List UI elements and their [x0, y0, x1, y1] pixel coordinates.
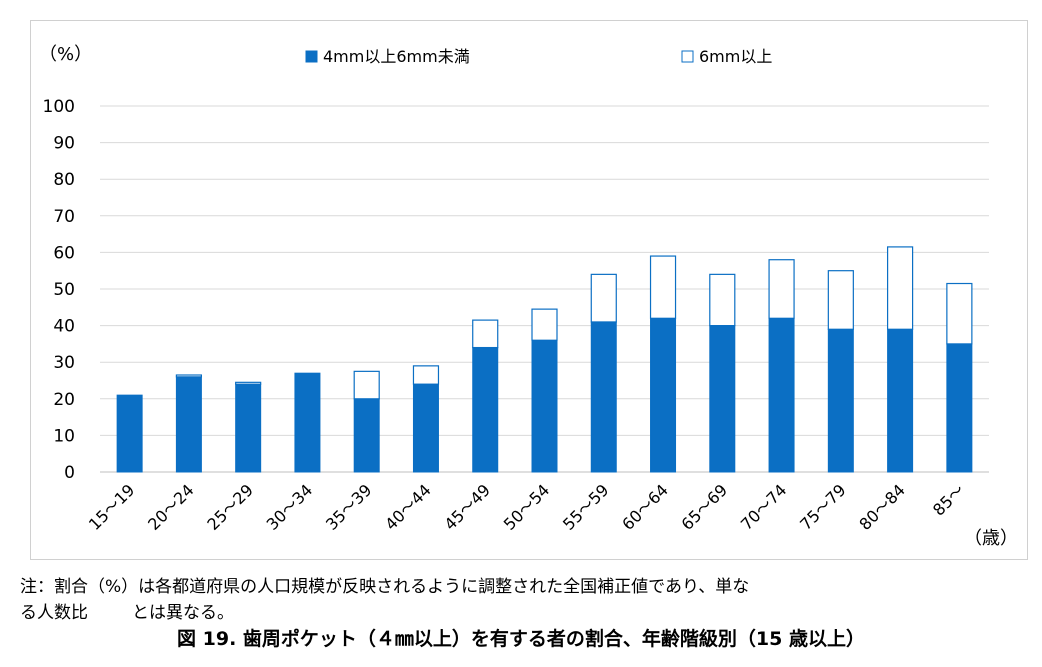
- y-tick-label: 20: [53, 390, 75, 410]
- bar-15～19-4to6mm: [116, 394, 143, 473]
- bar-50～54-4to6mm: [531, 339, 558, 473]
- y-tick-label: 70: [53, 207, 75, 227]
- legend-label-series1: 4mm以上6mm未満: [323, 47, 470, 66]
- x-tick-label: 80～84: [855, 480, 909, 534]
- x-axis-ticks: 15～19 20～24 25～29 30～34 35～39 40～44 45～49 50～54…: [85, 480, 968, 534]
- note-line-2-start: る人数比: [20, 603, 88, 623]
- y-tick-label: 90: [53, 134, 75, 154]
- legend-swatch-series2: [681, 50, 694, 63]
- x-tick-label: 85～: [929, 480, 968, 519]
- legend-label-series2: 6mm以上: [699, 47, 772, 66]
- figure-caption: 図 19. 歯周ポケット（４㎜以上）を有する者の割合、年齢階級別（15 歳以上）: [177, 628, 865, 650]
- bar-65～69-6mm-plus: [709, 273, 736, 327]
- bar-20～24-4to6mm: [175, 376, 202, 473]
- x-axis-label: （歳）: [964, 528, 1018, 549]
- legend-swatch-series1: [305, 50, 318, 63]
- x-tick-label: 40～44: [381, 480, 435, 534]
- bar-70～74-4to6mm: [768, 317, 795, 473]
- bar-60～64-4to6mm: [650, 317, 677, 473]
- bar-55～59-4to6mm: [590, 321, 617, 473]
- y-tick-label: 60: [53, 243, 75, 263]
- bar-85～-4to6mm: [946, 343, 973, 473]
- y-tick-label: 0: [64, 463, 75, 483]
- bar-35～39-6mm-plus: [353, 370, 380, 400]
- bar-75～79-6mm-plus: [827, 270, 854, 330]
- x-tick-label: 20～24: [144, 480, 198, 534]
- x-tick-label: 75～79: [796, 480, 850, 534]
- x-tick-label: 25～29: [203, 480, 257, 534]
- x-tick-label: 45～49: [441, 480, 495, 534]
- y-tick-label: 80: [53, 170, 75, 190]
- bar-55～59-6mm-plus: [590, 273, 617, 323]
- bar-75～79-4to6mm: [827, 328, 854, 473]
- x-tick-label: 55～59: [559, 480, 613, 534]
- x-tick-label: 35～39: [322, 480, 376, 534]
- x-tick-label: 70～74: [737, 480, 791, 534]
- legend: 4mm以上6mm未満 6mm以上: [305, 47, 772, 66]
- y-tick-label: 50: [53, 280, 75, 300]
- bar-40～44-6mm-plus: [412, 365, 440, 385]
- bar-25～29-4to6mm: [235, 383, 262, 473]
- bar-70～74-6mm-plus: [768, 259, 795, 319]
- y-tick-label: 100: [43, 97, 75, 117]
- y-axis-ticks: 0 10 20 30 40 50 60 70 80 90 100: [43, 97, 75, 483]
- bar-45～49-6mm-plus: [472, 319, 499, 349]
- y-tick-label: 10: [53, 426, 75, 446]
- note-line-2: る人数比 とは異なる。: [20, 598, 234, 623]
- bar-65～69-4to6mm: [709, 325, 736, 473]
- x-tick-label: 30～34: [263, 480, 317, 534]
- bar-25～29-6mm-plus: [235, 381, 262, 385]
- x-tick-label: 15～19: [85, 480, 139, 534]
- bar-40～44-4to6mm: [412, 383, 439, 473]
- bar-20～24-6mm-plus: [175, 374, 202, 378]
- note-line-2-end: とは異なる。: [132, 603, 234, 623]
- chart-frame: 0 10 20 30 40 50 60 70 80 90 100 15～19 20～24 25～29 30…: [30, 20, 1028, 560]
- bar-chart: 0 10 20 30 40 50 60 70 80 90 100 15～19 20～24 25～29 30…: [39, 44, 1018, 549]
- bar-30～34-4to6mm: [294, 372, 321, 473]
- bar-80～84-4to6mm: [887, 328, 914, 473]
- note-line-1: 注：割合（%）は各都道府県の人口規模が反映されるように調整された全国補正値であり…: [20, 577, 750, 597]
- bar-60～64-6mm-plus: [649, 255, 677, 319]
- x-tick-label: 50～54: [500, 480, 554, 534]
- x-tick-label: 60～64: [618, 480, 672, 534]
- y-tick-label: 40: [53, 317, 75, 337]
- bar-45～49-4to6mm: [472, 347, 499, 473]
- y-axis-label: （%）: [39, 44, 92, 65]
- x-tick-label: 65～69: [678, 480, 732, 534]
- y-tick-label: 30: [53, 353, 75, 373]
- bar-35～39-4to6mm: [353, 398, 380, 473]
- bars: [116, 246, 973, 473]
- bar-80～84-6mm-plus: [886, 246, 914, 330]
- bar-85～-6mm-plus: [946, 282, 973, 345]
- bar-50～54-6mm-plus: [531, 308, 558, 341]
